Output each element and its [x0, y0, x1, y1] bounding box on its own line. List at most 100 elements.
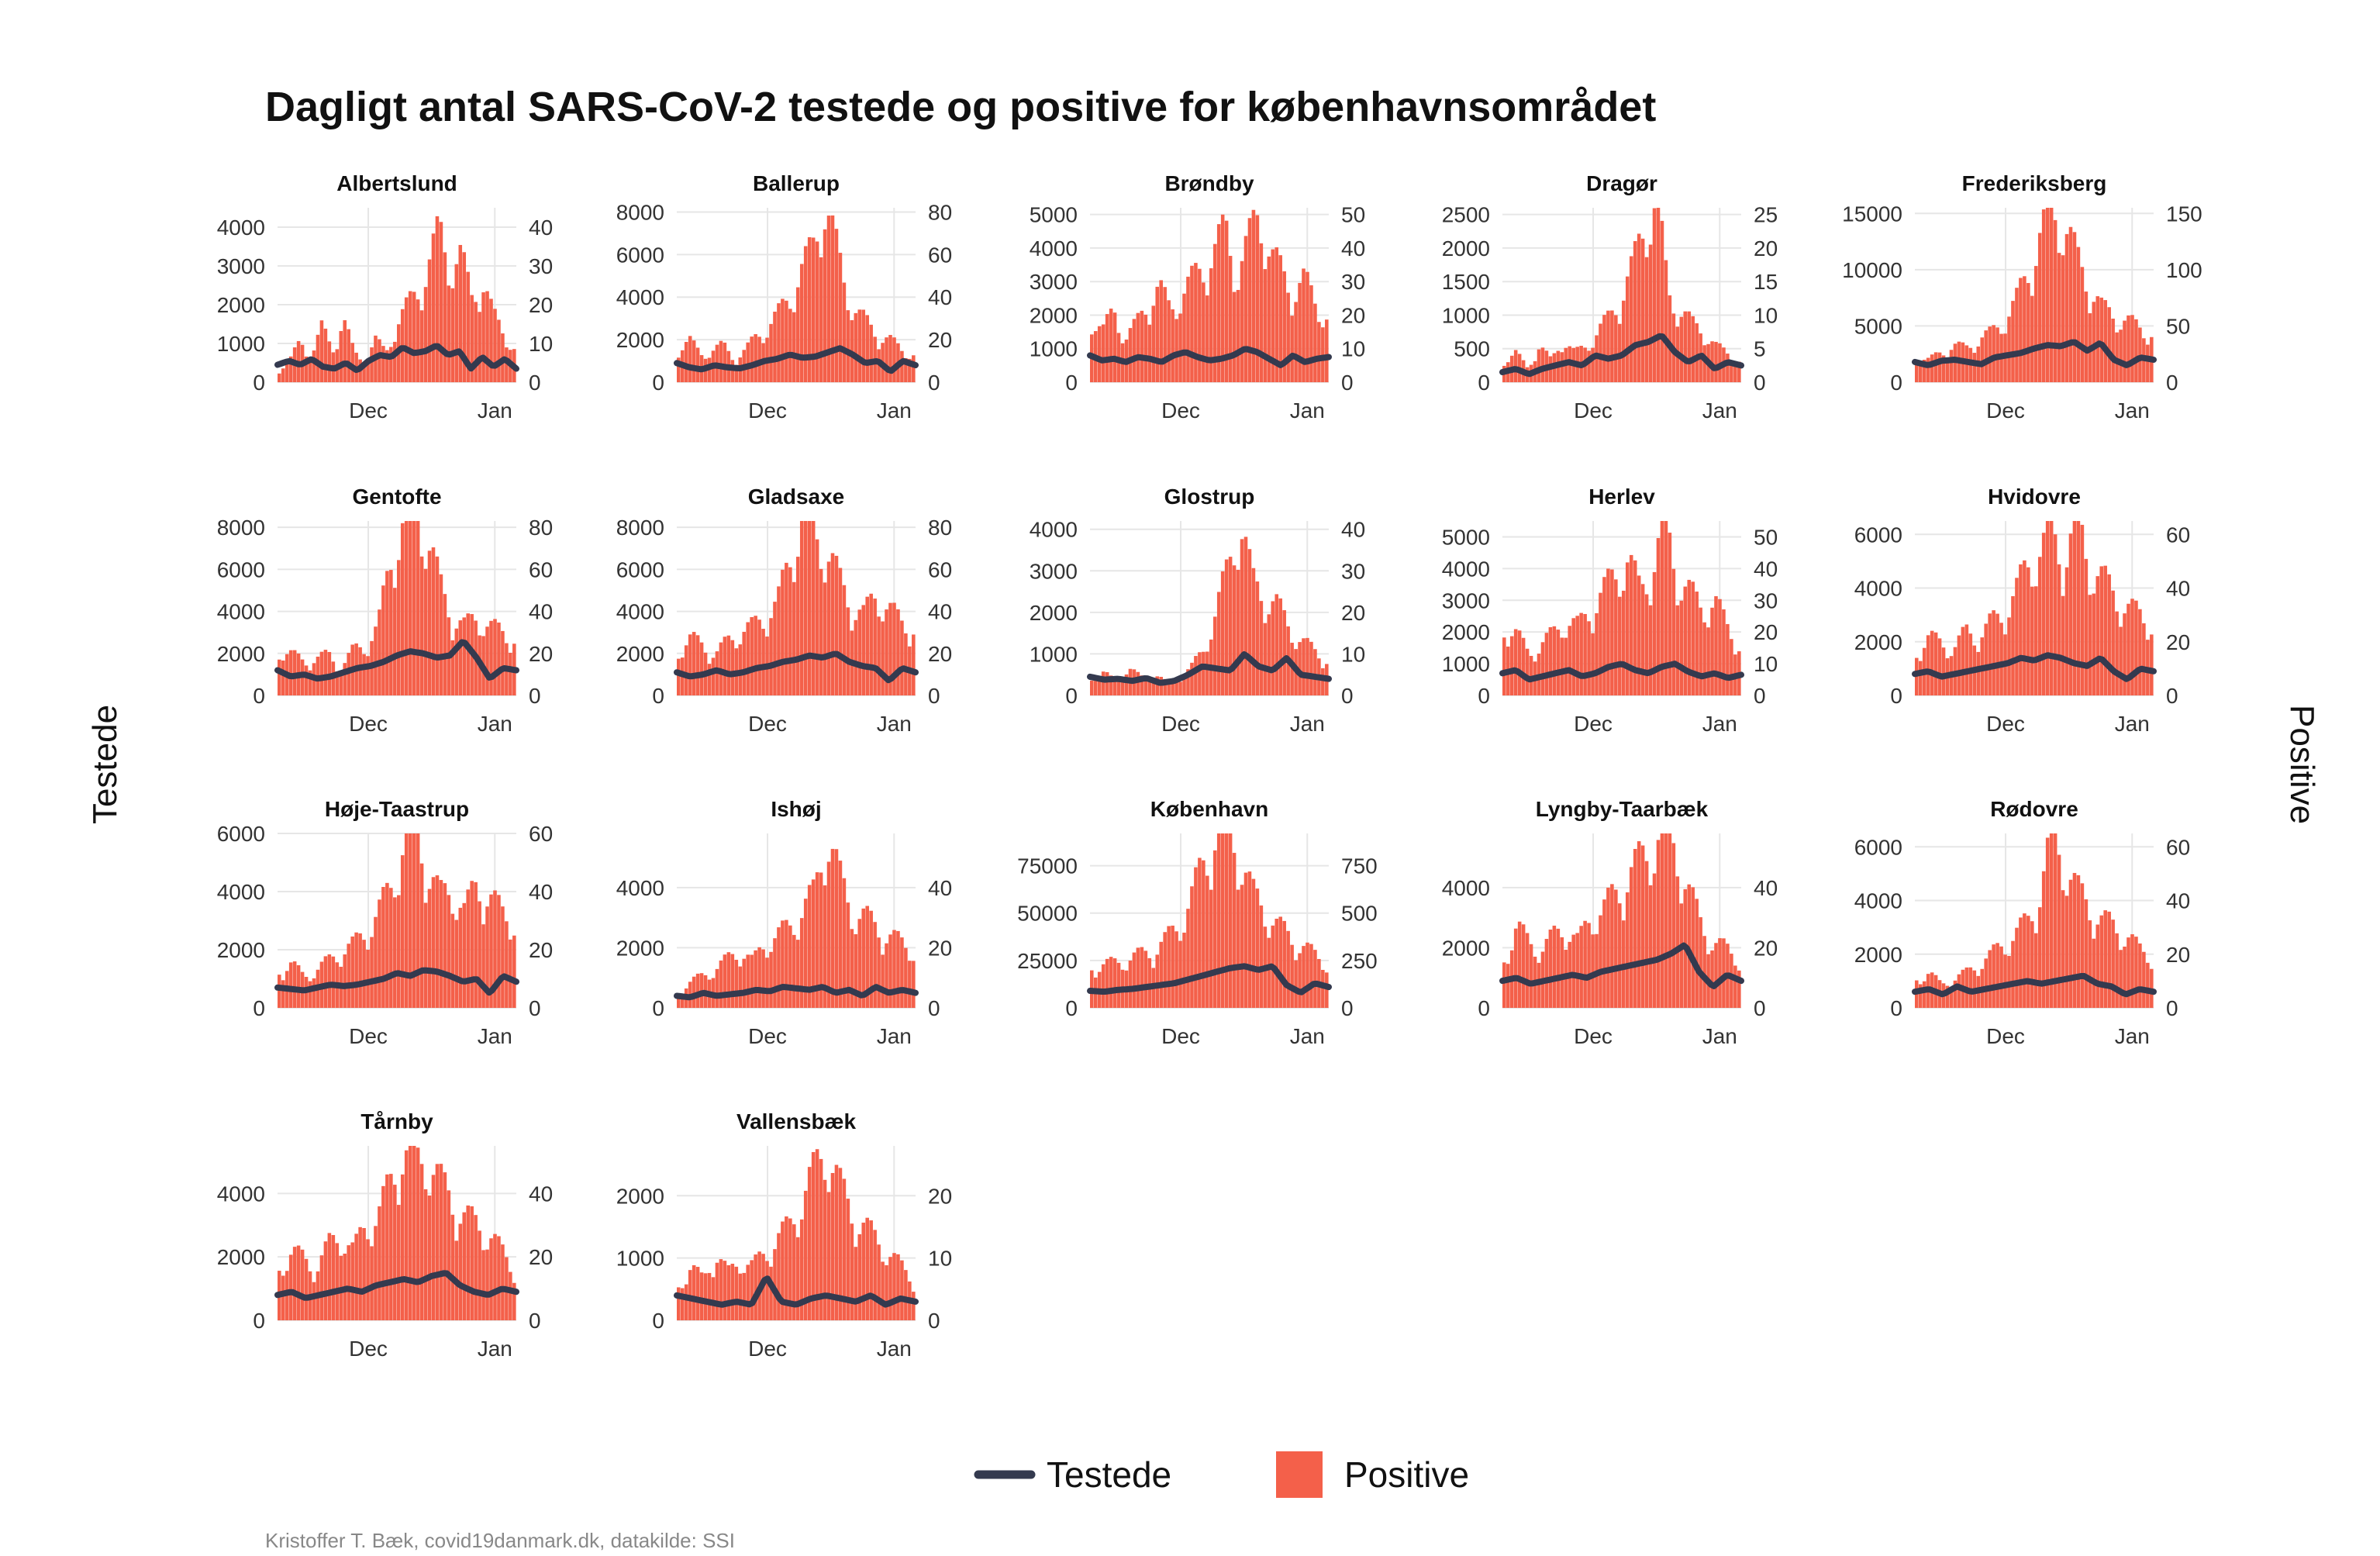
- positive-bar: [323, 1241, 328, 1320]
- positive-bar: [1232, 853, 1237, 1008]
- positive-bar: [2019, 564, 2023, 695]
- positive-bar: [1151, 305, 1156, 382]
- positive-bar: [1093, 681, 1098, 695]
- positive-bar: [2107, 307, 2111, 382]
- positive-bar: [1294, 302, 1298, 382]
- positive-bar: [450, 288, 455, 382]
- x-tick-label: Jan: [2115, 1024, 2150, 1048]
- positive-bar: [2099, 915, 2104, 1008]
- positive-bar: [695, 347, 700, 382]
- positive-bar: [462, 902, 467, 1008]
- testede-line: [1912, 339, 2157, 368]
- x-tick-label: Jan: [1702, 398, 1737, 423]
- right-tick-label: 50: [1341, 203, 1365, 227]
- positive-bar: [2099, 297, 2104, 382]
- positive-bar: [1155, 954, 1160, 1008]
- positive-bar: [677, 1287, 681, 1320]
- positive-bar: [857, 919, 862, 1008]
- positive-bar: [1317, 322, 1321, 382]
- positive-bar: [1116, 962, 1121, 1008]
- x-tick-label: Dec: [1574, 398, 1613, 423]
- positive-bar: [1202, 860, 1206, 1008]
- positive-bar: [1575, 616, 1579, 695]
- right-tick-label: 20: [529, 642, 553, 666]
- positive-bar: [1988, 950, 1992, 1008]
- positive-bar: [1964, 624, 1969, 695]
- positive-bar: [723, 954, 727, 1008]
- positive-bar: [412, 292, 416, 382]
- legend-positive-swatch: [1276, 1451, 1323, 1498]
- positive-bar: [1321, 969, 1325, 1008]
- positive-bar: [2049, 521, 2054, 695]
- positive-bar: [1101, 324, 1105, 382]
- positive-bar: [1718, 938, 1722, 1008]
- positive-bar: [2072, 521, 2077, 695]
- positive-bar: [888, 1257, 892, 1320]
- positive-bar: [677, 658, 681, 695]
- positive-bar: [854, 933, 858, 1008]
- testede-line: [674, 1275, 919, 1308]
- positive-bar: [509, 1271, 512, 1320]
- positive-bar: [2030, 295, 2034, 382]
- positive-bar: [1540, 642, 1545, 695]
- positive-bar: [1980, 337, 1985, 382]
- positive-bar: [788, 1218, 792, 1320]
- positive-bar: [781, 569, 785, 695]
- right-tick-label: 500: [1341, 902, 1378, 926]
- positive-bar: [1302, 268, 1306, 382]
- positive-bar: [1556, 928, 1561, 1008]
- positive-bar: [677, 993, 681, 1008]
- positive-bar: [1186, 909, 1190, 1008]
- positive-bar: [497, 895, 501, 1008]
- positive-bar: [2030, 921, 2034, 1008]
- right-tick-label: 40: [2166, 889, 2190, 913]
- left-tick-label: 1000: [1442, 303, 1490, 327]
- positive-bar: [1679, 600, 1684, 695]
- positive-bar: [1988, 613, 1992, 695]
- positive-bar: [715, 1262, 719, 1320]
- positive-bar: [865, 1217, 869, 1320]
- positive-bar: [826, 861, 831, 1008]
- x-tick-label: Dec: [748, 712, 787, 736]
- left-tick-label: 2000: [1442, 236, 1490, 260]
- positive-bar: [742, 631, 747, 695]
- positive-bar: [1521, 637, 1526, 695]
- positive-bar: [412, 833, 416, 1008]
- positive-bar: [319, 320, 324, 382]
- positive-bar: [885, 609, 888, 695]
- positive-bar: [443, 594, 447, 695]
- left-tick-label: 4000: [217, 880, 265, 904]
- left-tick-label: 4000: [1442, 557, 1490, 581]
- facet-title: Albertslund: [336, 171, 457, 195]
- right-tick-label: 40: [529, 216, 553, 240]
- x-tick-label: Jan: [877, 712, 912, 736]
- positive-bar: [1671, 568, 1676, 695]
- positive-bar: [331, 1234, 336, 1320]
- positive-bar: [2119, 329, 2123, 382]
- left-tick-label: 4000: [1854, 889, 1902, 913]
- x-tick-label: Jan: [478, 1024, 512, 1048]
- right-tick-label: 40: [928, 876, 952, 900]
- positive-bar: [327, 1233, 332, 1320]
- positive-bar: [1571, 934, 1575, 1008]
- positive-bar: [393, 341, 397, 382]
- positive-bar: [1564, 637, 1568, 695]
- positive-bar: [2003, 954, 2007, 1008]
- positive-bar: [2053, 219, 2057, 382]
- left-tick-label: 2000: [217, 293, 265, 317]
- positive-bar: [1228, 256, 1233, 382]
- positive-bar: [481, 1250, 485, 1320]
- left-tick-label: 50000: [1017, 902, 1078, 926]
- positive-bar: [738, 1273, 743, 1320]
- positive-bar: [796, 287, 800, 382]
- positive-bar: [2111, 590, 2115, 695]
- positive-bar: [1618, 596, 1622, 695]
- positive-bar: [885, 337, 888, 382]
- positive-bar: [466, 613, 470, 695]
- positive-bar: [1309, 641, 1313, 695]
- positive-bar: [1198, 652, 1202, 695]
- positive-bar: [1209, 267, 1213, 382]
- left-tick-label: 25000: [1017, 949, 1078, 973]
- testede-line: [1087, 651, 1332, 686]
- positive-bar: [347, 944, 350, 1008]
